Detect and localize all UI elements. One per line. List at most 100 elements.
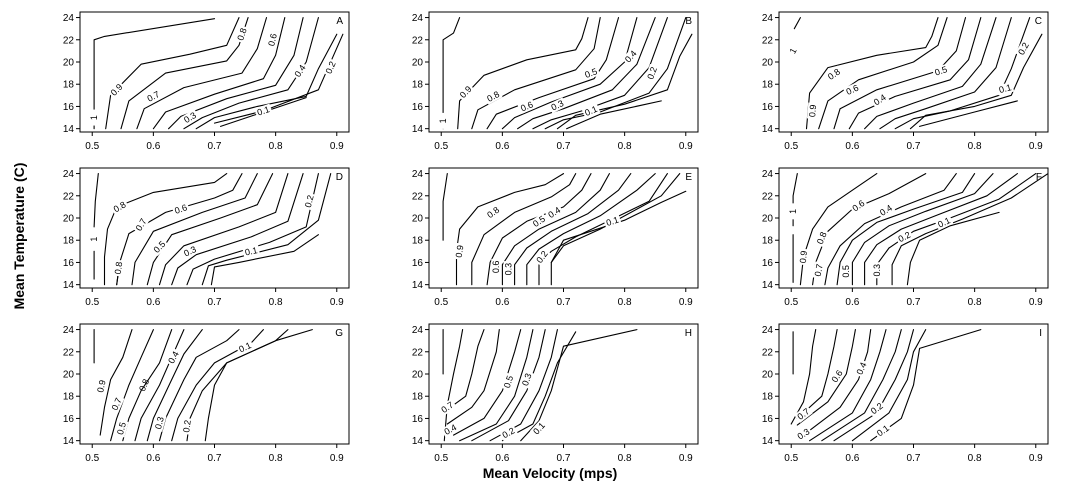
contour-line [486, 173, 592, 286]
contour-label-bg [114, 419, 129, 438]
contour-line [824, 173, 957, 286]
contour-line [457, 17, 589, 130]
contour-label-bg [499, 424, 518, 442]
contour-label: 1 [787, 46, 798, 55]
contour-line [110, 329, 154, 442]
contour-label-bg [894, 228, 914, 245]
contour-line [796, 329, 838, 419]
y-tick-label: 18 [412, 236, 424, 247]
contour-line [550, 173, 681, 286]
contour-label: 0.1 [583, 104, 598, 118]
y-tick-label: 22 [762, 191, 774, 202]
contour-line [168, 17, 304, 130]
contour-label-bg [503, 261, 514, 278]
x-tick-label: 0.6 [495, 297, 509, 308]
contour-line [471, 173, 577, 286]
contour-label: 0.2 [303, 194, 316, 209]
contour-group: 10.9 0.80.60.50.40.30.20.1 [438, 17, 693, 130]
contour-line [105, 17, 240, 130]
contour-label-bg [453, 242, 466, 260]
x-tick-label: 0.8 [618, 453, 632, 464]
y-tick-label: 20 [762, 214, 774, 225]
contour-label-bg [234, 25, 250, 44]
contour-label-bg [110, 198, 130, 216]
y-tick-label: 24 [762, 13, 774, 24]
contour-label-bg [814, 228, 830, 248]
contour-label: 0.1 [244, 245, 258, 257]
contour-label-bg [849, 197, 868, 215]
y-tick-label: 14 [762, 280, 774, 291]
panel-label: E [685, 172, 692, 183]
panel-frame [428, 167, 699, 289]
y-tick-label: 16 [412, 414, 424, 425]
x-tick-label: 0.8 [968, 141, 982, 152]
contour-line [517, 17, 656, 130]
y-tick-label: 18 [412, 392, 424, 403]
contour-label-bg [132, 215, 150, 235]
panel-frame [79, 11, 350, 133]
y-tick-label: 14 [412, 124, 424, 135]
contour-line [171, 173, 304, 286]
contour-label-bg [152, 413, 167, 432]
contour-label: 0.5 [115, 421, 128, 436]
y-tick-label: 24 [412, 169, 424, 180]
contour-line [136, 17, 268, 130]
contour-label: 1 [89, 237, 99, 242]
contour-line [442, 17, 461, 130]
y-tick-label: 24 [412, 13, 424, 24]
contour-line [556, 33, 693, 130]
contour-line [459, 329, 534, 442]
y-tick-label: 14 [762, 124, 774, 135]
contour-label-bg [853, 359, 870, 378]
x-tick-label: 0.7 [907, 453, 921, 464]
contour-label-bg [544, 203, 564, 221]
x-tick-label: 0.9 [330, 453, 344, 464]
contour-label-bg [501, 372, 516, 391]
contour-line [879, 17, 1012, 130]
y-tick-label: 14 [762, 436, 774, 447]
contour-label: 0.5 [841, 265, 851, 278]
x-tick-label: 0.5 [434, 141, 448, 152]
contour-label: 0.9 [807, 104, 818, 117]
y-tick-label: 20 [412, 370, 424, 381]
contour-line [520, 329, 638, 442]
contour-label: 0.7 [813, 263, 825, 277]
contour-line [213, 33, 344, 124]
contour-label: 0.8 [815, 230, 829, 245]
contour-line [848, 17, 982, 130]
contour-group: 0.70.50.40.30.2 0.1 [437, 329, 638, 442]
contour-line [486, 17, 620, 130]
y-tick-label: 18 [762, 392, 774, 403]
contour-label: 0.9 [95, 379, 107, 393]
contour-label-bg [621, 47, 640, 66]
contour-line [146, 173, 274, 286]
contour-line [471, 17, 601, 130]
contour-label-bg [529, 212, 549, 230]
contour-label-bg [841, 263, 852, 280]
contour-label-bg [806, 102, 819, 120]
y-tick-label: 24 [762, 169, 774, 180]
contour-label-bg [871, 262, 882, 279]
contour-group: 0.70.6 0.40.30.20.1 [790, 329, 982, 443]
contour-label-bg [143, 88, 163, 105]
contour-label-bg [644, 63, 660, 83]
contour-label-bg [517, 98, 537, 115]
y-tick-label: 22 [63, 347, 75, 358]
contour-label: 0.3 [153, 416, 166, 431]
contour-label: 0.9 [798, 250, 809, 264]
contour-label-bg [483, 88, 503, 105]
contour-line [99, 329, 133, 436]
contour-line [158, 173, 289, 286]
contour-label-bg [934, 214, 954, 231]
contour-label: 0.6 [845, 83, 861, 97]
x-tick-label: 0.6 [845, 453, 859, 464]
contour-line [909, 33, 1043, 130]
x-tick-label: 0.9 [330, 297, 344, 308]
panel-label: A [336, 16, 343, 27]
contour-label: 0.9 [454, 244, 466, 258]
contour-label: 0.3 [520, 372, 534, 387]
contour-label-bg [180, 109, 200, 126]
